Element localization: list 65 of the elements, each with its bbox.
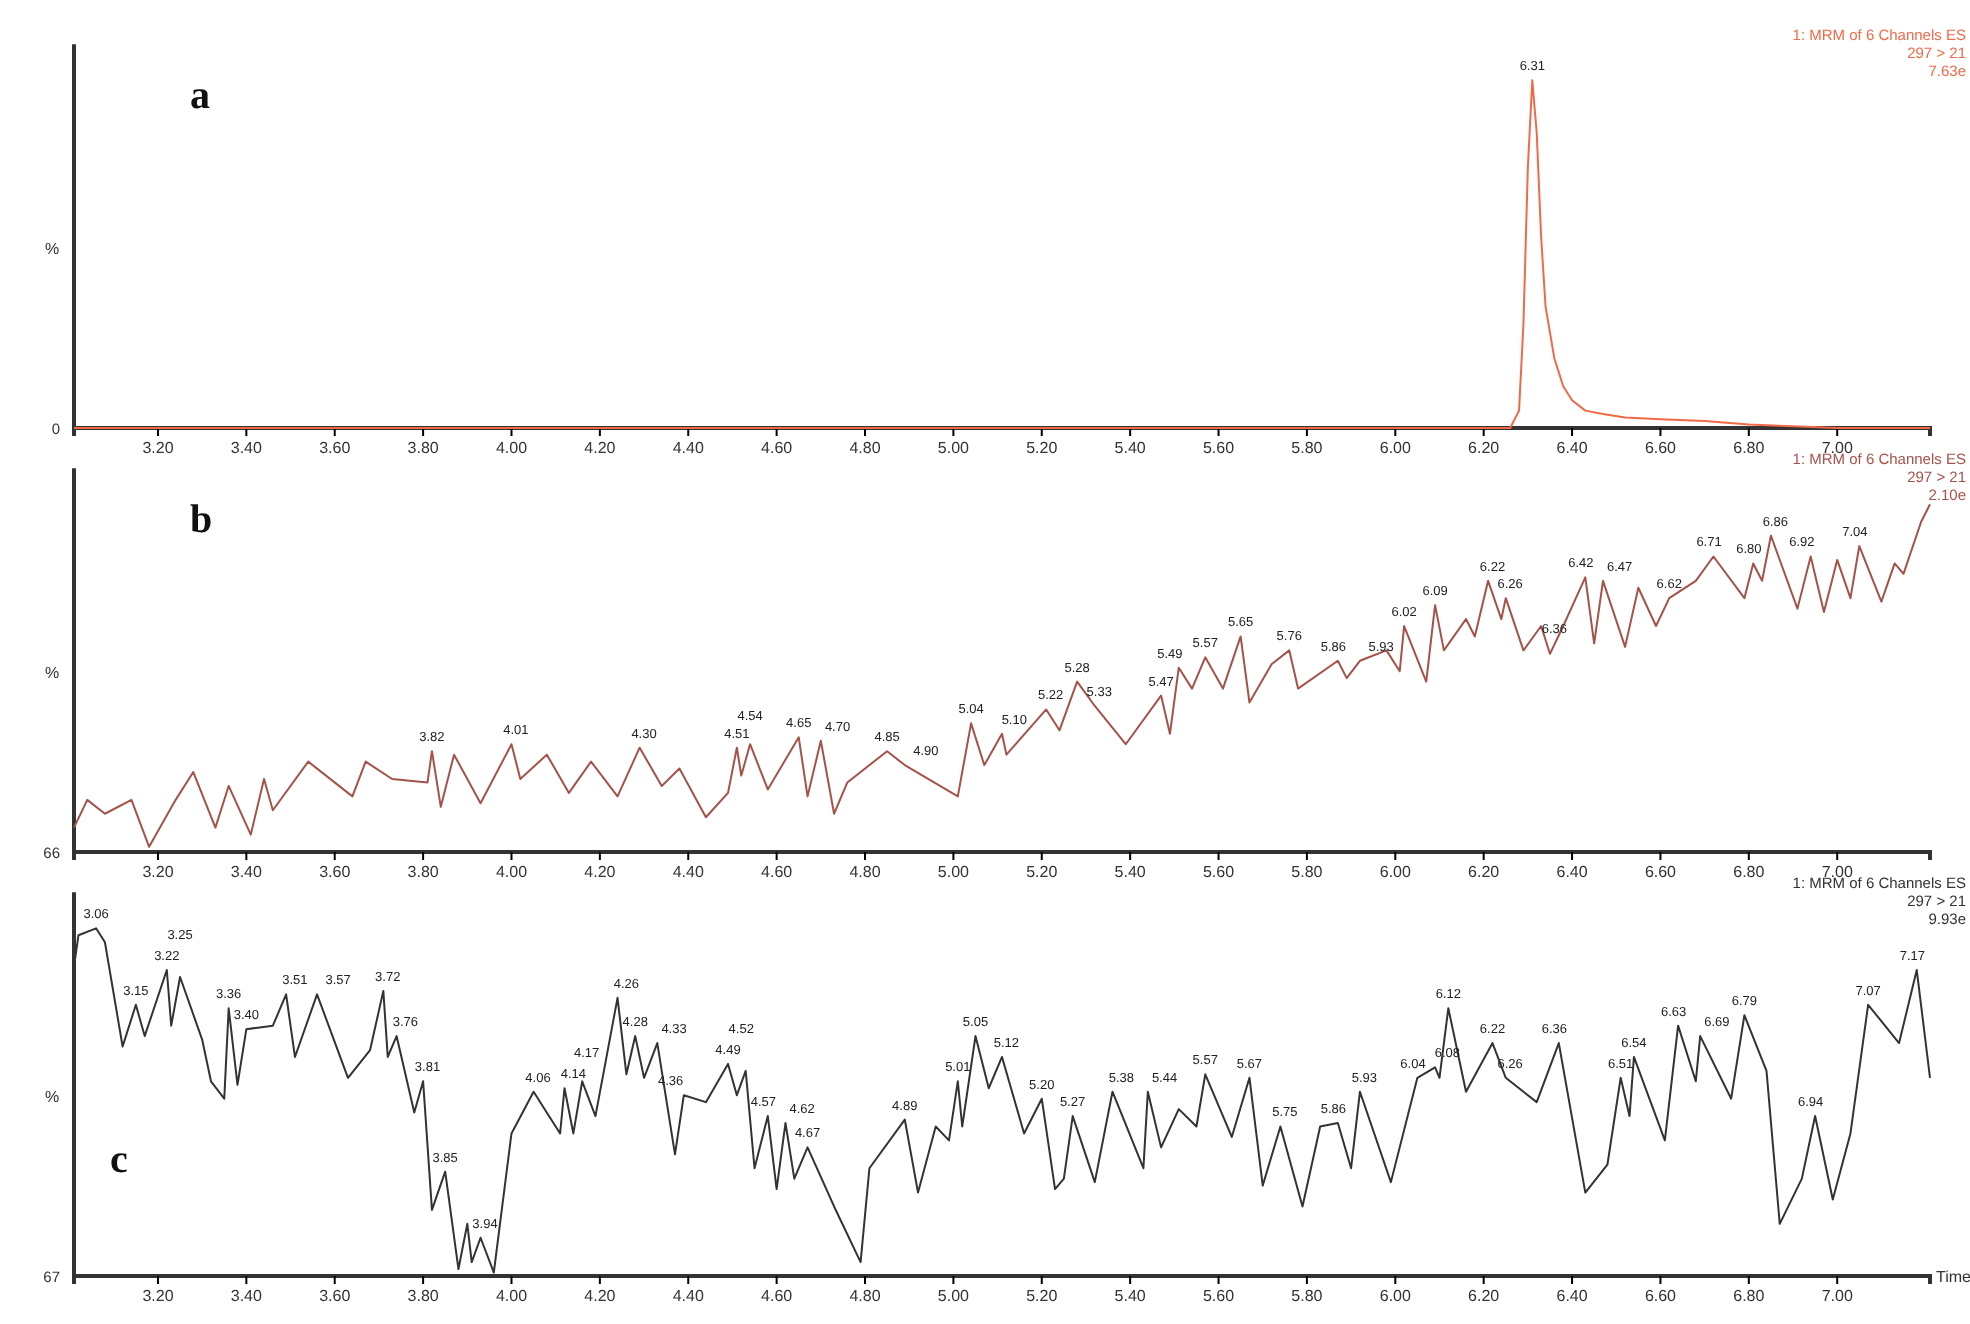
chart-title: a <box>190 74 210 119</box>
x-tick-label: 3.40 <box>230 1287 264 1306</box>
x-tick-label: 3.40 <box>230 439 264 458</box>
x-tick-label: 5.40 <box>1114 863 1147 882</box>
x-tick-label: 6.00 <box>1379 863 1412 882</box>
x-tick-label: 5.60 <box>1202 863 1236 882</box>
x-tick-label: 6.80 <box>1733 439 1766 458</box>
x-tick-label: 5.20 <box>1026 1287 1059 1306</box>
x-tick-label: 3.20 <box>142 439 175 458</box>
x-tick-label: 6.80 <box>1733 1287 1766 1306</box>
y-axis-title: % <box>44 664 60 683</box>
x-tick-label: 4.60 <box>761 439 794 458</box>
x-tick-label: 6.20 <box>1468 439 1501 458</box>
x-tick-label: 4.40 <box>672 1287 705 1306</box>
x-tick-label: 4.00 <box>495 863 529 882</box>
x-tick-label: 5.00 <box>937 863 971 882</box>
x-tick-label: 5.40 <box>1114 1287 1147 1306</box>
x-tick-label: 6.20 <box>1468 1287 1501 1306</box>
x-tick-label: 6.00 <box>1379 1287 1412 1306</box>
x-tick-label: 4.20 <box>584 1287 617 1306</box>
x-tick-label: 4.80 <box>849 863 882 882</box>
x-tick-label: 6.80 <box>1733 863 1766 882</box>
x-tick-label: 4.40 <box>672 439 705 458</box>
x-tick-label: 5.60 <box>1202 439 1236 458</box>
x-tick-label: 4.60 <box>761 863 794 882</box>
x-tick-label: 6.00 <box>1379 439 1412 458</box>
x-tick-label: 4.80 <box>849 1287 882 1306</box>
x-tick-label: 3.40 <box>230 863 264 882</box>
x-tick-label: 5.60 <box>1202 1287 1236 1306</box>
x-tick-label: 4.60 <box>761 1287 794 1306</box>
x-tick-label: 6.60 <box>1644 1287 1678 1306</box>
y-axis-title: % <box>44 240 60 259</box>
x-tick-label: 6.60 <box>1644 863 1678 882</box>
x-tick-label: 3.60 <box>319 1287 352 1306</box>
x-tick-label: 4.40 <box>672 863 705 882</box>
x-tick-label: 5.80 <box>1291 1287 1324 1306</box>
x-tick-label: 3.80 <box>407 863 440 882</box>
x-tick-label: 6.40 <box>1556 1287 1589 1306</box>
x-tick-label: 3.80 <box>407 439 440 458</box>
x-tick-label: 5.00 <box>937 439 971 458</box>
x-tick-label: 3.60 <box>319 439 352 458</box>
x-axis-title: Time <box>1936 1268 1970 1286</box>
x-tick-label: 5.80 <box>1291 863 1324 882</box>
x-tick-label: 4.80 <box>849 439 882 458</box>
x-tick-label: 3.80 <box>407 1287 440 1306</box>
text: c <box>110 1137 128 1182</box>
x-tick-label: 4.00 <box>495 439 529 458</box>
x-tick-label: 5.20 <box>1026 863 1059 882</box>
x-tick-label: 6.40 <box>1556 439 1589 458</box>
x-tick-label: 5.00 <box>937 1287 971 1306</box>
x-tick-label: 6.60 <box>1644 439 1678 458</box>
x-tick-label: 5.20 <box>1026 439 1059 458</box>
x-tick-label: 4.20 <box>584 439 617 458</box>
x-tick-label: 3.60 <box>319 863 352 882</box>
x-tick-label: 4.20 <box>584 863 617 882</box>
x-tick-label: 3.20 <box>142 1287 175 1306</box>
x-tick-label: 4.00 <box>495 1287 529 1306</box>
y-axis-title: % <box>44 1088 60 1107</box>
x-tick-label: 3.20 <box>142 863 175 882</box>
x-tick-label: 5.80 <box>1291 439 1324 458</box>
x-tick-label: 6.20 <box>1468 863 1501 882</box>
x-tick-label: 5.40 <box>1114 439 1147 458</box>
chart-title: b <box>190 498 213 543</box>
x-tick-label: 7.00 <box>1821 1287 1854 1306</box>
x-tick-label: 6.40 <box>1556 863 1589 882</box>
